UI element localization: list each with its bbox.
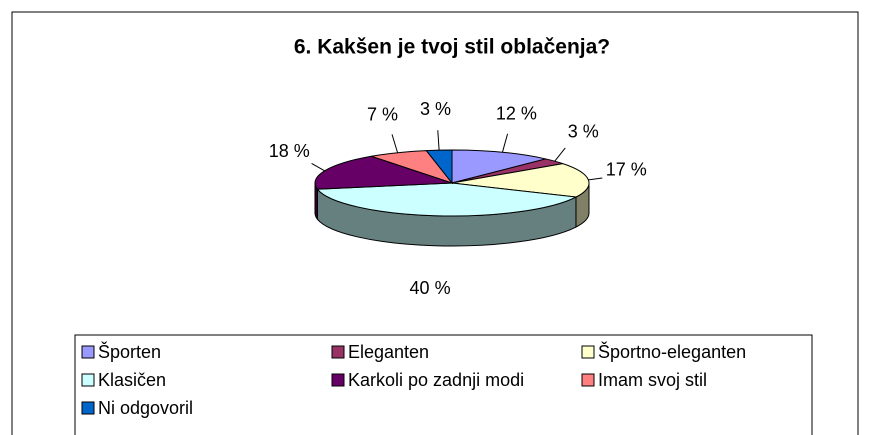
legend-label: Športen	[98, 341, 161, 362]
slice-top	[316, 182, 578, 217]
legend-label: Karkoli po zadnji modi	[348, 370, 524, 390]
slice-top	[425, 149, 453, 185]
data-label: 3 %	[420, 99, 451, 119]
legend-swatch	[581, 345, 595, 359]
slice-top	[451, 149, 546, 184]
chart-title: 6. Kakšen je tvoj stil oblačenja?	[294, 36, 610, 59]
legend-label: Eleganten	[348, 342, 429, 362]
slice	[451, 149, 546, 184]
data-label: 17 %	[606, 159, 647, 179]
leader-line	[554, 147, 566, 162]
leader-line	[437, 130, 440, 151]
legend-swatch	[331, 345, 345, 359]
legend-swatch	[581, 373, 595, 387]
slice	[451, 163, 590, 228]
legend-swatch	[331, 373, 345, 387]
slice	[314, 155, 453, 221]
data-label: 7 %	[367, 104, 398, 124]
leader-line	[391, 134, 399, 153]
legend-swatch	[81, 345, 95, 359]
legend-swatch	[81, 373, 95, 387]
data-label: 3 %	[568, 121, 599, 141]
legend-box	[74, 334, 813, 435]
legend-label: Imam svoj stil	[598, 370, 707, 390]
data-label: 12 %	[496, 103, 537, 123]
legend-label: Športno-eleganten	[598, 341, 746, 362]
leader-line	[588, 177, 603, 181]
legend-swatch	[81, 401, 95, 415]
slice	[425, 149, 453, 185]
data-label: 18 %	[269, 141, 310, 161]
slice	[316, 182, 578, 247]
leader-line	[501, 133, 509, 153]
data-label: 40 %	[410, 278, 451, 298]
legend-label: Klasičen	[98, 370, 166, 390]
legend-label: Ni odgovoril	[98, 398, 193, 418]
leader-line	[311, 163, 325, 172]
